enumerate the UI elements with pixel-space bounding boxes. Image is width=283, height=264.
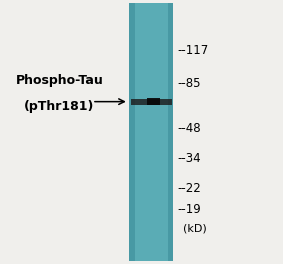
Text: --34: --34 bbox=[177, 152, 200, 165]
Bar bbox=[147, 98, 160, 105]
Text: (kD): (kD) bbox=[183, 223, 206, 233]
Bar bbox=[129, 3, 135, 261]
Text: --22: --22 bbox=[177, 182, 201, 195]
Text: --48: --48 bbox=[177, 121, 200, 135]
Bar bbox=[131, 99, 172, 105]
Bar bbox=[129, 3, 173, 261]
Text: --19: --19 bbox=[177, 203, 201, 216]
Text: (pThr181): (pThr181) bbox=[24, 100, 95, 114]
Text: --85: --85 bbox=[177, 77, 200, 90]
Bar bbox=[168, 3, 173, 261]
Text: Phospho-Tau: Phospho-Tau bbox=[16, 74, 103, 87]
Text: --117: --117 bbox=[177, 44, 208, 57]
